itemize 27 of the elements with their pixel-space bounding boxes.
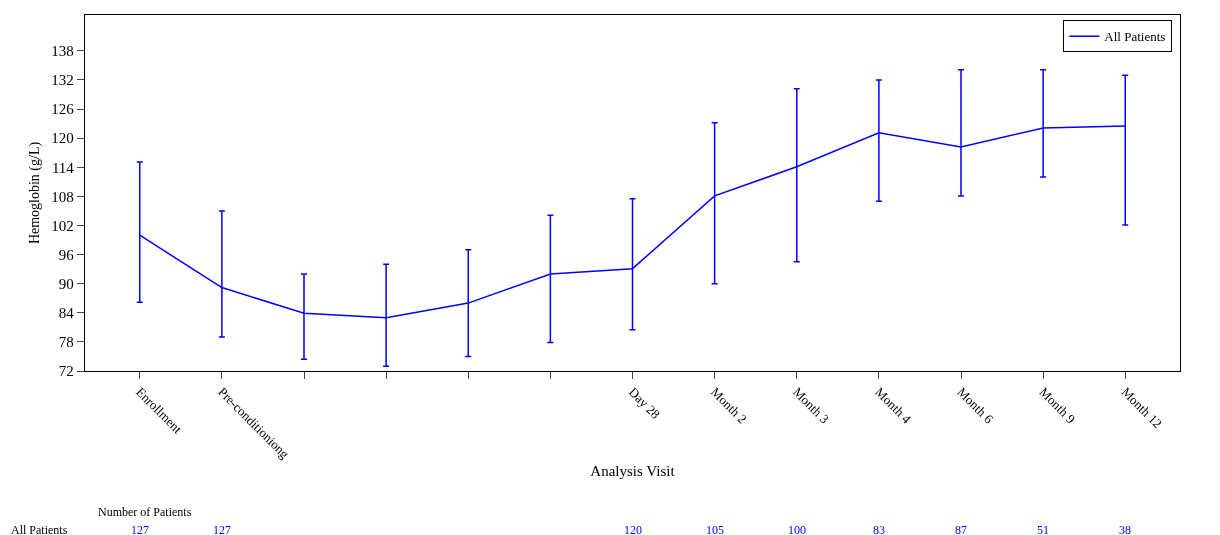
x-tick-label: Day 28 [625, 384, 664, 422]
y-tick-label: 114 [51, 159, 75, 176]
y-tick-label: 102 [51, 217, 74, 234]
text: Number of Patients [98, 505, 192, 519]
y-axis-title: Hemoglobin (g/L) [26, 141, 43, 245]
legend-label: All Patients [1104, 29, 1166, 45]
text: 83 [873, 523, 885, 535]
text: 51 [1037, 523, 1049, 535]
text: 105 [706, 523, 724, 535]
text: 127 [213, 523, 231, 535]
y-tick-label: 96 [58, 246, 75, 263]
text: 120 [624, 523, 642, 535]
text: 100 [788, 523, 806, 535]
y-tick-label: 72 [58, 363, 74, 380]
y-tick-label: 138 [51, 43, 74, 60]
text: All Patients [11, 523, 68, 535]
y-tick-label: 108 [51, 188, 74, 205]
y-tick-label: 126 [51, 101, 75, 118]
text: 38 [1119, 523, 1131, 535]
text: 127 [131, 523, 149, 535]
y-tick-label: 90 [58, 275, 74, 292]
text: 87 [955, 523, 967, 535]
y-tick-label: 132 [51, 72, 74, 89]
y-tick-label: 120 [51, 130, 74, 147]
y-tick-label: 84 [58, 305, 75, 322]
y-tick-label: 78 [58, 334, 74, 351]
x-axis-title: Analysis Visit [590, 462, 676, 479]
